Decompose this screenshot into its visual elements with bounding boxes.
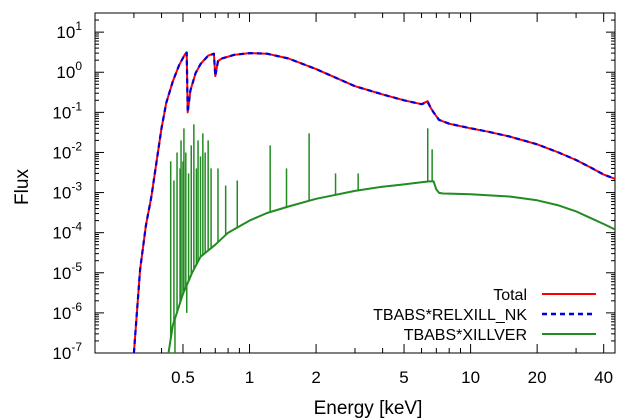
x-axis-title: Energy [keV] [314, 398, 423, 419]
plot-frame [94, 12, 616, 354]
legend: Total TBABS*RELXILL_NK TBABS*XILLVER [373, 287, 596, 344]
tick-labels: 0.5 1 2 5 10 20 40 10-7 10-6 10-5 10-4 10-3 10-2 10-1… [52, 19, 613, 387]
y-tick-label: 10-5 [52, 260, 82, 283]
y-tick-label: 101 [56, 19, 82, 42]
x-tick-label: 1 [245, 368, 254, 387]
y-tick-label: 10-4 [52, 220, 82, 243]
x-tick-label: 5 [399, 368, 408, 387]
x-tick-label: 2 [311, 368, 320, 387]
y-tick-label: 10-3 [52, 180, 82, 203]
x-tick-label: 20 [528, 368, 547, 387]
y-tick-label: 10-1 [52, 99, 82, 122]
x-tick-label: 40 [594, 368, 613, 387]
series-line-2 [167, 180, 615, 353]
legend-label-0: Total [493, 287, 527, 304]
series-layer [132, 51, 615, 353]
y-tick-label: 100 [56, 59, 82, 82]
emission-lines-layer [169, 124, 433, 353]
axes-frame [94, 12, 616, 354]
series-line-1 [132, 51, 615, 353]
y-tick-label: 10-6 [52, 300, 82, 323]
legend-label-1: TBABS*RELXILL_NK [373, 307, 527, 324]
y-axis-title: Flux [12, 169, 33, 205]
x-tick-label: 0.5 [171, 368, 195, 387]
y-tick-label: 10-7 [52, 340, 82, 363]
y-tick-label: 10-2 [52, 139, 82, 162]
legend-label-2: TBABS*XILLVER [404, 327, 527, 344]
x-tick-label: 10 [461, 368, 480, 387]
